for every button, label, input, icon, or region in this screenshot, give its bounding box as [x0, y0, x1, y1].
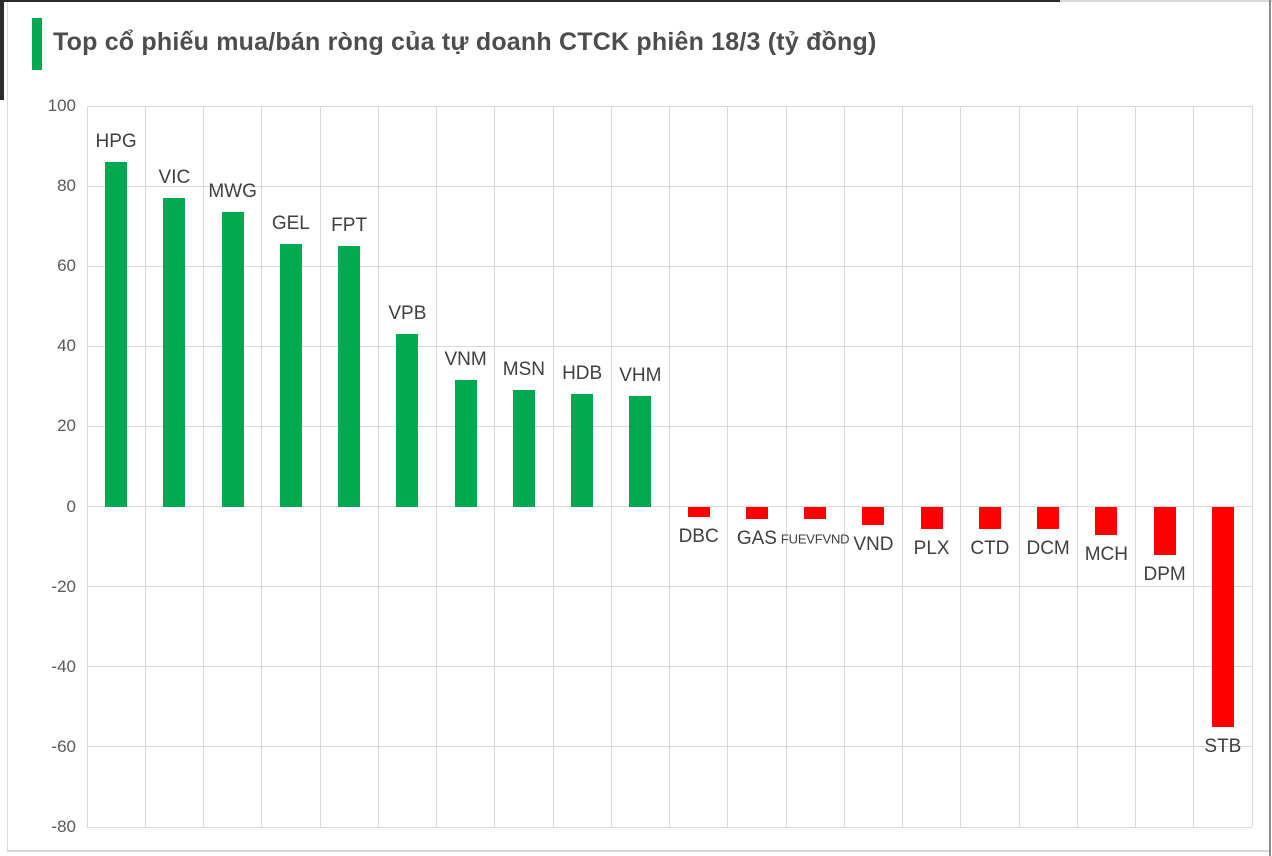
- gridline-x-3: [261, 106, 263, 827]
- bar-label-DBC: DBC: [678, 525, 719, 547]
- bar-label-HPG: HPG: [95, 131, 137, 153]
- bar-GEL: [279, 244, 302, 507]
- bar-HPG: [105, 162, 128, 507]
- gridline-x-20: [1251, 106, 1253, 827]
- bar-VIC: [163, 198, 186, 507]
- gridline-x-2: [203, 106, 204, 827]
- bar-label-VNM: VNM: [444, 349, 487, 371]
- y-axis-label-80: 80: [57, 176, 76, 196]
- gridline-x-16: [1018, 106, 1020, 827]
- chart-title-block: Top cổ phiếu mua/bán ròng của tự doanh C…: [0, 0, 1272, 90]
- gridline-x-8: [552, 106, 554, 827]
- gridline-x-14: [902, 106, 903, 827]
- bar-label-GEL: GEL: [271, 213, 310, 235]
- gridline-x-1: [144, 106, 146, 827]
- bar-MWG: [221, 212, 244, 507]
- bar-DPM: [1153, 506, 1176, 555]
- bar-STB: [1211, 506, 1234, 727]
- bar-label-MWG: MWG: [208, 181, 257, 203]
- gridline-y--80: [87, 826, 1252, 828]
- bar-CTD: [978, 506, 1001, 529]
- bar-label-GAS: GAS: [736, 527, 777, 549]
- gridline-x-4: [319, 106, 321, 827]
- y-axis-label-40: 40: [57, 336, 76, 356]
- bar-label-VPB: VPB: [388, 303, 427, 325]
- bar-VND: [862, 506, 885, 525]
- bar-label-MSN: MSN: [502, 359, 545, 381]
- bar-PLX: [920, 506, 943, 529]
- bar-label-VND: VND: [853, 533, 894, 555]
- y-axis-label-20: 20: [57, 416, 76, 436]
- bar-label-VHM: VHM: [619, 365, 662, 387]
- y-axis-label--40: -40: [51, 656, 76, 676]
- y-axis-label--80: -80: [51, 817, 76, 836]
- y-axis-label-60: 60: [57, 256, 76, 276]
- bar-MCH: [1095, 506, 1118, 535]
- bar-FUEVFVND: [804, 506, 827, 519]
- bar-label-DCM: DCM: [1026, 537, 1070, 559]
- bar-MSN: [512, 390, 535, 507]
- gridline-x-17: [1076, 106, 1078, 827]
- chart-title: Top cổ phiếu mua/bán ròng của tự doanh C…: [53, 28, 877, 56]
- bar-VHM: [629, 396, 652, 507]
- bar-label-MCH: MCH: [1084, 543, 1129, 565]
- y-axis-label-0: 0: [66, 496, 76, 516]
- bar-label-DPM: DPM: [1143, 563, 1186, 585]
- title-accent-bar: [32, 18, 42, 70]
- bar-label-FUEVFVND: FUEVFVND: [780, 531, 850, 547]
- bar-VNM: [454, 380, 477, 507]
- gridline-x-11: [727, 106, 729, 827]
- bar-label-FPT: FPT: [331, 215, 368, 237]
- y-axis-label-100: 100: [47, 96, 76, 115]
- bar-label-VIC: VIC: [158, 167, 191, 189]
- bar-label-CTD: CTD: [970, 537, 1010, 559]
- y-axis-label--60: -60: [51, 736, 76, 756]
- bar-HDB: [571, 394, 594, 507]
- bar-VPB: [396, 334, 419, 507]
- bar-label-STB: STB: [1204, 735, 1242, 757]
- bar-DCM: [1037, 506, 1060, 529]
- gridline-x-9: [610, 106, 612, 827]
- bar-FPT: [338, 246, 361, 507]
- gridline-x-12: [785, 106, 787, 827]
- gridline-x-18: [1135, 106, 1136, 827]
- gridline-x-15: [960, 106, 962, 827]
- gridline-x-10: [669, 106, 670, 827]
- gridline-x-7: [494, 106, 496, 827]
- gridline-x-6: [436, 106, 437, 827]
- gridline-x-0: [86, 106, 88, 827]
- gridline-x-5: [377, 106, 379, 827]
- gridline-x-13: [843, 106, 845, 827]
- bar-label-HDB: HDB: [562, 363, 603, 385]
- bar-DBC: [687, 506, 710, 517]
- gridline-x-19: [1193, 106, 1195, 827]
- bar-GAS: [745, 506, 768, 519]
- bar-label-PLX: PLX: [913, 537, 950, 559]
- y-axis-label--20: -20: [51, 576, 76, 596]
